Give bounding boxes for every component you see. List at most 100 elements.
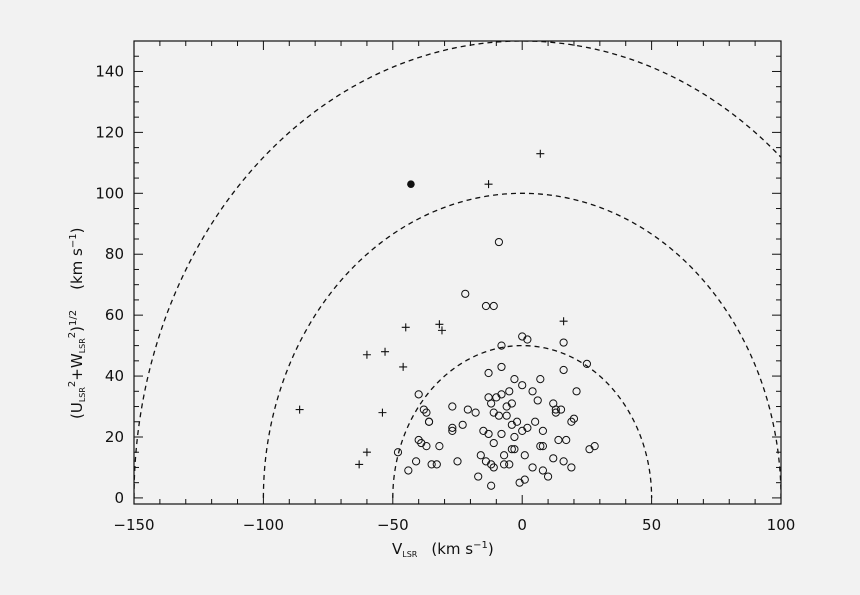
open-circle-point: [435, 442, 444, 451]
open-circle-point: [507, 445, 516, 454]
open-circle-point: [582, 359, 592, 368]
open-circle-point: [497, 362, 506, 372]
dashed-curve-r50: [392, 344, 653, 498]
data-points: [295, 149, 599, 490]
reference-curves: [134, 41, 781, 498]
y-tick-label: 100: [95, 184, 124, 202]
open-circle-point: [518, 381, 527, 390]
open-circle-point: [536, 442, 545, 451]
y-tick-label: 120: [95, 123, 124, 141]
plus-point: [355, 460, 364, 469]
open-circle-point: [481, 301, 491, 311]
open-circle-point: [474, 472, 483, 481]
open-circle-point: [510, 375, 519, 384]
open-circle-point: [489, 408, 498, 417]
plot-axes: −150 −100 −50 0 50 100 0 20 40 60 80 100 120 140: [95, 40, 796, 534]
open-circle-point: [559, 457, 568, 466]
open-circle-point: [461, 289, 470, 298]
open-circle-point: [538, 426, 548, 435]
filled-circle-point: [407, 180, 415, 188]
open-circle-point: [538, 442, 548, 451]
y-axis-label: (ULSR2+WLSR2)1/2(km s−1): [67, 228, 87, 419]
open-circle-point: [484, 429, 493, 439]
open-circle-point: [497, 429, 506, 439]
open-circle-point: [512, 417, 522, 426]
open-circle-point: [559, 365, 568, 375]
open-circle-point: [463, 405, 472, 414]
open-circle-point: [453, 457, 462, 466]
open-circle-point: [505, 387, 514, 396]
open-circle-point: [411, 457, 421, 466]
x-tick-label: 100: [767, 516, 796, 534]
open-circle-point: [520, 451, 529, 460]
x-tick-label: 0: [517, 516, 527, 534]
y-tick-label: 140: [95, 62, 124, 80]
open-circle-point: [554, 435, 563, 445]
open-circle-point: [567, 463, 576, 472]
open-circle-point: [543, 472, 553, 481]
plus-point: [378, 408, 387, 417]
open-circle-point: [499, 451, 509, 460]
open-circle-point: [494, 237, 504, 247]
plus-point: [399, 362, 408, 371]
open-circle-point: [510, 445, 519, 454]
open-circle-point: [502, 411, 511, 420]
open-circle-point: [432, 460, 441, 469]
open-circle-point: [484, 368, 493, 378]
y-tick-label: 0: [114, 489, 124, 507]
plus-point: [484, 180, 493, 189]
open-circle-point: [528, 387, 537, 396]
x-tick-label: −100: [243, 516, 284, 534]
plot-frame: [133, 40, 782, 505]
open-circle-point: [499, 460, 509, 469]
open-circle-point: [531, 417, 540, 426]
open-circle-point: [489, 438, 498, 448]
plus-point: [401, 323, 410, 332]
y-tick-label: 60: [105, 306, 124, 324]
plus-point: [559, 317, 568, 326]
open-circle-point: [487, 399, 496, 408]
open-circle-point: [507, 399, 516, 408]
open-circle-point: [404, 466, 413, 475]
dashed-curve-r150: [134, 41, 781, 498]
y-tick-label: 20: [105, 428, 124, 446]
x-tick-label: −50: [377, 516, 409, 534]
open-circle-point: [448, 402, 457, 411]
x-axis-label: VLSR (km s−1): [392, 540, 494, 559]
open-circle-point: [414, 390, 423, 399]
open-circle-point: [528, 463, 537, 472]
open-circle-point: [497, 341, 506, 350]
open-circle-point: [489, 463, 498, 472]
open-circle-point: [538, 466, 548, 475]
open-circle-point: [549, 399, 558, 408]
open-circle-point: [489, 301, 498, 311]
open-circle-point: [476, 451, 485, 460]
plus-point: [536, 149, 545, 158]
x-tick-label: 50: [642, 516, 661, 534]
open-circle-point: [523, 423, 532, 432]
y-tick-label: 40: [105, 367, 124, 385]
open-circle-point: [520, 475, 529, 484]
open-circle-point: [458, 420, 467, 429]
open-circle-point: [492, 393, 501, 402]
open-circle-point: [417, 438, 426, 448]
plus-point: [435, 320, 444, 329]
open-circle-point: [424, 417, 434, 426]
plus-point: [362, 448, 371, 457]
open-circle-point: [590, 442, 599, 451]
open-circle-point: [556, 405, 566, 414]
open-circle-point: [505, 460, 514, 469]
plus-point: [295, 405, 304, 414]
open-circle-point: [448, 423, 457, 432]
x-tick-label: −150: [113, 516, 154, 534]
open-circle-point: [471, 408, 480, 417]
open-circle-point: [569, 414, 579, 423]
open-circle-point: [510, 432, 519, 442]
open-circle-point: [533, 396, 542, 405]
plus-point: [437, 326, 446, 335]
open-circle-point: [523, 335, 532, 344]
open-circle-point: [572, 387, 581, 396]
open-circle-point: [559, 338, 568, 347]
open-circle-point: [536, 375, 545, 384]
